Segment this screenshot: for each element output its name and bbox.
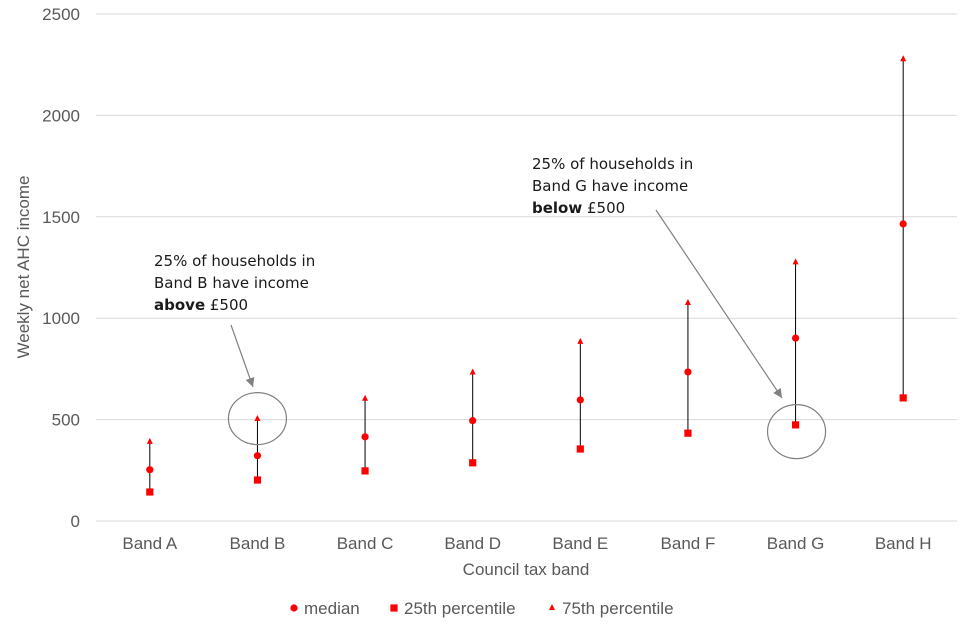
marker-square — [684, 429, 692, 437]
marker-circle — [146, 466, 154, 474]
y-tick-label: 500 — [52, 411, 80, 430]
legend-marker-square — [390, 604, 398, 612]
arrow-head — [245, 377, 255, 387]
marker-triangle — [684, 298, 691, 305]
legend-item: 75th percentile — [549, 599, 674, 618]
legend-label: 75th percentile — [562, 599, 674, 618]
annotation-arrow — [230, 324, 254, 388]
y-tick-label: 1000 — [42, 309, 80, 328]
marker-circle — [684, 368, 692, 376]
marker-square — [469, 459, 477, 467]
annotation-text-run: below — [532, 199, 582, 217]
annotation-text-run: Band B have income — [154, 274, 309, 292]
annotation-text-run: £500 — [582, 199, 625, 217]
y-axis-ticks: 0 500 1000 1500 2000 2500 — [42, 5, 80, 531]
y-tick-label: 1500 — [42, 208, 80, 227]
range-lines — [149, 59, 904, 492]
annotation-text-run: £500 — [205, 296, 248, 314]
marker-triangle — [146, 437, 153, 444]
marker-circle — [361, 433, 369, 441]
x-tick-label: Band H — [875, 534, 932, 553]
annotation-arrow — [655, 209, 783, 399]
marker-triangle — [577, 337, 584, 344]
y-tick-label: 2500 — [42, 5, 80, 24]
y-axis-title: Weekly net AHC income — [14, 176, 33, 359]
marker-circle — [899, 220, 907, 228]
annotation-text-run: Band G have income — [532, 177, 688, 195]
y-tick-label: 0 — [71, 512, 80, 531]
annotation-text: 25% of households in Band B have income ab… — [154, 252, 315, 314]
marker-square — [899, 394, 907, 402]
legend-label: 25th percentile — [404, 599, 516, 618]
legend-marker-circle — [290, 604, 298, 612]
legend-label: median — [304, 599, 360, 618]
legend: median 25th percentile 75th percentile — [290, 599, 674, 618]
legend-marker-triangle — [549, 604, 555, 610]
marker-triangle — [900, 55, 907, 62]
x-tick-label: Band A — [122, 534, 177, 553]
legend-item: median — [290, 599, 360, 618]
x-tick-label: Band G — [767, 534, 825, 553]
marker-triangle — [254, 414, 261, 421]
marker-triangle — [792, 258, 799, 265]
marker-square — [576, 445, 584, 453]
annotation-1: 25% of households in Band B have income ab… — [154, 252, 315, 446]
annotation-text-run: 25% of households in — [532, 155, 693, 173]
annotation-text: 25% of households in Band G have income be… — [532, 155, 693, 217]
legend-item: 25th percentile — [390, 599, 516, 618]
x-axis-ticks: Band A Band B Band C Band D Band E Band F Band… — [122, 534, 931, 553]
annotation-text-run: 25% of households in — [154, 252, 315, 270]
marker-square — [791, 421, 800, 429]
x-tick-label: Band B — [230, 534, 286, 553]
annotations: 25% of households in Band B have income ab… — [154, 155, 827, 460]
marker-square — [361, 467, 369, 475]
x-axis-title: Council tax band — [463, 560, 590, 579]
marker-circle — [469, 417, 477, 425]
marker-circle — [576, 396, 584, 404]
annotation-2: 25% of households in Band G have income be… — [532, 155, 827, 460]
arrow-head — [773, 388, 782, 398]
x-tick-label: Band F — [661, 534, 716, 553]
marker-triangle — [362, 394, 369, 401]
data-markers — [146, 55, 907, 496]
marker-circle — [791, 334, 800, 342]
marker-circle — [253, 452, 262, 460]
y-tick-label: 2000 — [42, 106, 80, 125]
marker-square — [146, 488, 154, 496]
gridlines — [96, 13, 957, 522]
x-tick-label: Band E — [552, 534, 608, 553]
annotation-text-run: above — [154, 296, 205, 314]
marker-triangle — [469, 368, 476, 375]
highlight-ring — [227, 392, 288, 446]
marker-square — [253, 476, 262, 484]
x-tick-label: Band D — [444, 534, 501, 553]
x-tick-label: Band C — [337, 534, 394, 553]
highlight-ring — [766, 404, 827, 460]
